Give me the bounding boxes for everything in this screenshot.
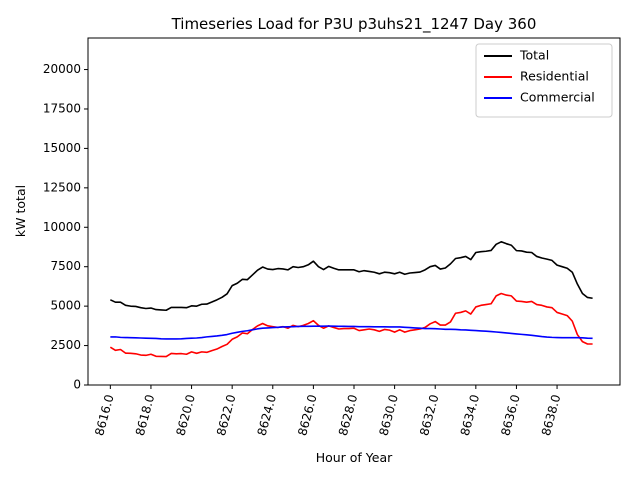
legend-label-commercial: Commercial (520, 90, 595, 105)
y-axis-label: kW total (13, 185, 28, 237)
series-layer (109, 240, 593, 358)
y-tick-label: 12500 (43, 180, 81, 194)
y-axis: 0 2500 5000 7500 10000 12500 15000 17500 20000 (43, 62, 88, 392)
chart-title: Timeseries Load for P3U p3uhs21_1247 Day… (171, 15, 537, 34)
y-tick-label: 17500 (43, 101, 81, 115)
legend-label-total: Total (519, 48, 549, 63)
y-tick-label: 20000 (43, 62, 81, 76)
legend-label-residential: Residential (520, 69, 589, 84)
y-tick-label: 5000 (50, 299, 81, 313)
series-line-commercial (110, 325, 593, 340)
y-tick-label: 15000 (43, 141, 81, 155)
series-line-residential (109, 292, 593, 358)
y-tick-label: 10000 (43, 220, 81, 234)
y-tick-label: 2500 (50, 338, 81, 352)
plot-frame (87, 37, 621, 386)
x-axis-label: Hour of Year (316, 450, 393, 465)
legend: Total Residential Commercial (475, 43, 613, 118)
series-line-total (110, 240, 593, 312)
y-tick-label: 7500 (50, 259, 81, 273)
y-tick-label: 0 (73, 378, 81, 392)
